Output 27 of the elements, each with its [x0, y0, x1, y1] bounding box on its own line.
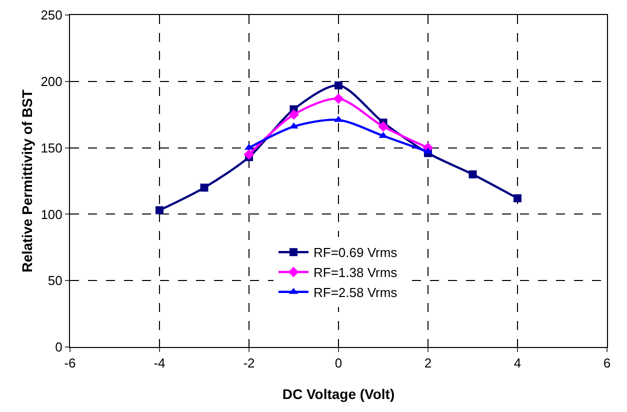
y-tick-label: 100 — [40, 206, 62, 222]
x-tick-label: -6 — [64, 356, 76, 371]
point — [514, 194, 522, 202]
x-tick-label: -2 — [243, 356, 255, 371]
y-tick-label: 150 — [40, 140, 62, 156]
point — [156, 206, 164, 214]
x-tick-label: -4 — [154, 356, 166, 371]
y-tick-label: 0 — [55, 340, 62, 355]
y-tick-label: 250 — [40, 8, 62, 23]
legend-label: RF=1.38 Vrms — [314, 265, 398, 280]
x-tick-label: 0 — [334, 356, 342, 371]
x-tick-label: 4 — [514, 356, 522, 371]
point — [288, 109, 299, 120]
y-tick-label: 200 — [40, 74, 62, 89]
point — [334, 81, 342, 90]
legend-label: RF=2.58 Vrms — [314, 284, 398, 300]
x-tick-label: 2 — [424, 356, 432, 371]
point — [200, 184, 208, 192]
x-axis-title: DC Voltage (Volt) — [282, 386, 395, 402]
y-tick-label: 50 — [48, 273, 62, 288]
point — [378, 121, 388, 132]
x-tick-label: 6 — [603, 356, 611, 371]
point — [468, 170, 477, 178]
legend-label: RF=0.69 Vrms — [314, 245, 398, 260]
point — [244, 149, 254, 160]
y-axis-title: Relative Permittivity of BST — [19, 89, 35, 272]
point — [333, 93, 344, 104]
